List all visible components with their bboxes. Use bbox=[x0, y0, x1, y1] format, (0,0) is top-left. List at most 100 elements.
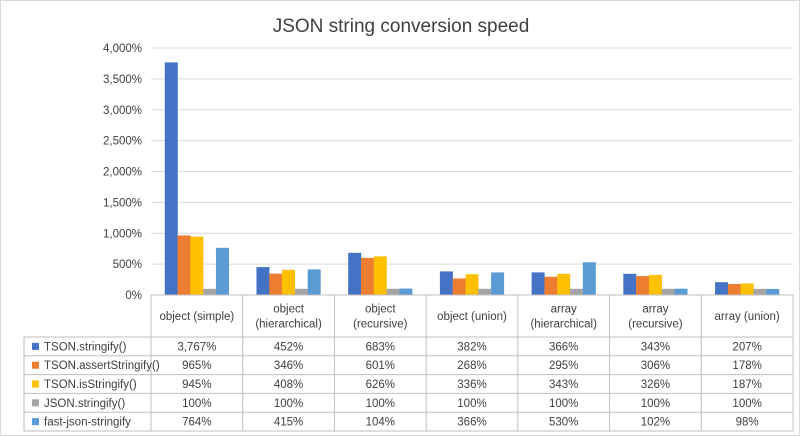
table-cell: 100% bbox=[549, 398, 578, 410]
category-label: array bbox=[551, 304, 577, 316]
table-cell: 336% bbox=[457, 379, 486, 391]
bar bbox=[582, 262, 596, 295]
series-name: JSON.stringify() bbox=[44, 398, 125, 410]
table-cell: 207% bbox=[732, 341, 761, 353]
bar bbox=[557, 273, 571, 295]
table-cell: 343% bbox=[549, 379, 578, 391]
data-table: object (simple) object (hierarchical) objec… bbox=[23, 294, 794, 432]
table-cell: 626% bbox=[366, 379, 395, 391]
y-tick-label: 0% bbox=[125, 290, 142, 302]
bar bbox=[740, 283, 754, 295]
series-name: fast-json-stringify bbox=[44, 417, 131, 429]
chart-title: JSON string conversion speed bbox=[273, 16, 530, 37]
table-cell: 102% bbox=[641, 417, 670, 429]
table-cell: 268% bbox=[457, 360, 486, 372]
bar bbox=[491, 272, 505, 295]
table-cell: 98% bbox=[736, 417, 759, 429]
bar bbox=[753, 288, 767, 295]
y-tick-label: 3,000% bbox=[103, 105, 142, 117]
y-tick-label: 500% bbox=[113, 259, 142, 271]
table-cell: 965% bbox=[182, 360, 211, 372]
table-cell: 415% bbox=[274, 417, 303, 429]
table-cell: 187% bbox=[732, 379, 761, 391]
category-label: object bbox=[273, 304, 304, 316]
category-label: object bbox=[365, 304, 396, 316]
bar bbox=[203, 288, 217, 295]
bar bbox=[661, 288, 675, 295]
table-cell: 178% bbox=[732, 360, 761, 372]
bar bbox=[282, 269, 296, 295]
table-cell: 382% bbox=[457, 341, 486, 353]
bar bbox=[766, 288, 780, 295]
table-cell: 764% bbox=[182, 417, 211, 429]
bar bbox=[715, 282, 729, 295]
y-tick-label: 4,000% bbox=[103, 43, 142, 55]
bar bbox=[674, 288, 688, 295]
category-label: (recursive) bbox=[353, 319, 407, 331]
category-label: (hierarchical) bbox=[255, 319, 322, 331]
bar bbox=[294, 288, 308, 295]
category-label: object (simple) bbox=[159, 311, 234, 323]
table-cell: 366% bbox=[457, 417, 486, 429]
table-cell: 530% bbox=[549, 417, 578, 429]
table-cell: 326% bbox=[641, 379, 670, 391]
bar bbox=[360, 257, 374, 295]
legend-key bbox=[32, 361, 39, 369]
y-tick-label: 3,500% bbox=[103, 74, 142, 86]
y-tick-label: 1,500% bbox=[103, 197, 142, 209]
bar bbox=[648, 274, 662, 295]
table-cell: 683% bbox=[366, 341, 395, 353]
table-cell: 601% bbox=[366, 360, 395, 372]
category-label: object (union) bbox=[437, 311, 507, 323]
category-label: (hierarchical) bbox=[530, 319, 597, 331]
bar bbox=[386, 288, 400, 295]
bar bbox=[373, 256, 387, 295]
y-axis-ticks: 0% 500% 1,000% 1,500% 2,000% 2,500% 3,000% 3,50… bbox=[103, 43, 142, 302]
category-label: array bbox=[642, 304, 668, 316]
bar bbox=[439, 271, 453, 295]
bar bbox=[164, 62, 178, 295]
bar bbox=[727, 284, 741, 295]
y-tick-label: 2,500% bbox=[103, 136, 142, 148]
bar bbox=[256, 267, 270, 295]
category-label: array (union) bbox=[715, 311, 780, 323]
table-cell: 346% bbox=[274, 360, 303, 372]
bar bbox=[190, 236, 204, 295]
series-name: TSON.stringify() bbox=[44, 341, 127, 353]
bar bbox=[623, 273, 637, 295]
bar bbox=[269, 273, 283, 295]
table-cell: 366% bbox=[549, 341, 578, 353]
table-cell: 408% bbox=[274, 379, 303, 391]
legend-key bbox=[32, 418, 39, 426]
table-cell: 100% bbox=[366, 398, 395, 410]
y-tick-label: 1,000% bbox=[103, 228, 142, 240]
bar bbox=[544, 276, 558, 295]
table-cell: 100% bbox=[182, 398, 211, 410]
bar bbox=[399, 288, 413, 295]
gridlines bbox=[151, 47, 793, 296]
bar bbox=[215, 247, 229, 295]
bar bbox=[636, 276, 650, 295]
category-label: (recursive) bbox=[628, 319, 682, 331]
y-tick-label: 2,000% bbox=[103, 167, 142, 179]
bar bbox=[570, 288, 584, 295]
series-name: TSON.isStringify() bbox=[44, 379, 137, 391]
bar bbox=[465, 274, 479, 295]
table-cell: 100% bbox=[732, 398, 761, 410]
table-cell: 100% bbox=[457, 398, 486, 410]
legend-key bbox=[32, 342, 39, 350]
bar bbox=[531, 272, 545, 295]
table-cell: 3,767% bbox=[177, 341, 216, 353]
bar bbox=[177, 235, 191, 295]
table-cell: 452% bbox=[274, 341, 303, 353]
table-cell: 343% bbox=[641, 341, 670, 353]
bar bbox=[452, 278, 466, 295]
legend-key bbox=[32, 380, 39, 388]
bar bbox=[348, 252, 362, 295]
table-cell: 104% bbox=[366, 417, 395, 429]
bars bbox=[164, 62, 780, 295]
table-cell: 100% bbox=[274, 398, 303, 410]
table-cell: 306% bbox=[641, 360, 670, 372]
